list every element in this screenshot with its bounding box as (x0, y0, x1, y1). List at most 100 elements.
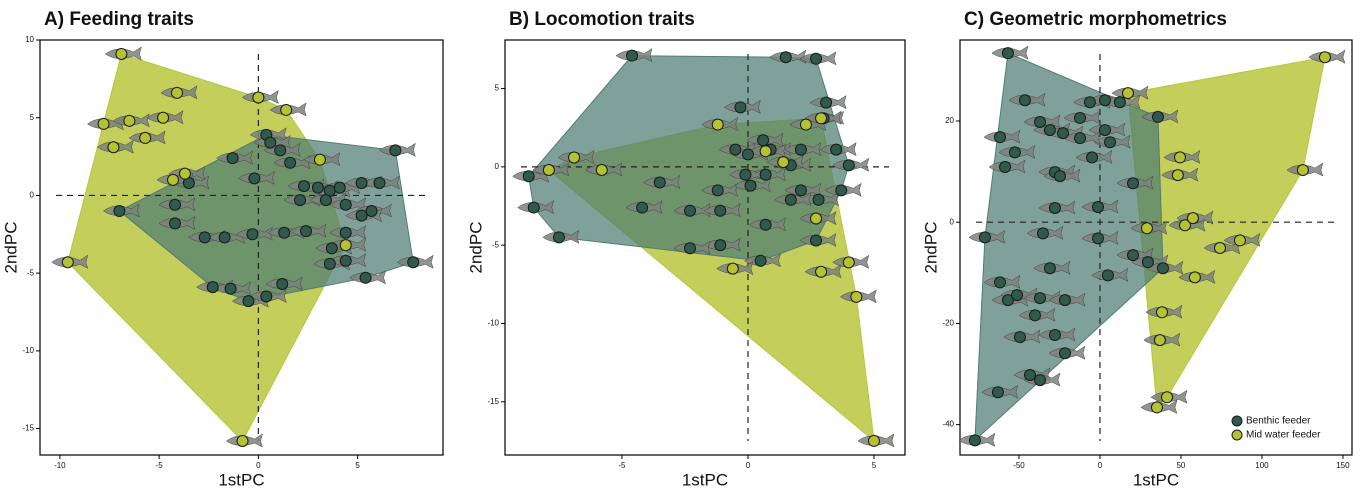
y-tick-label: 5 (30, 113, 35, 122)
point (179, 168, 190, 179)
point (1029, 310, 1040, 321)
y-tick-label: -10 (22, 346, 34, 355)
panel: C) Geometric morphometrics-5005010015020… (921, 9, 1352, 489)
x-tick-label: -5 (618, 461, 626, 470)
point (1122, 88, 1133, 99)
point (277, 279, 288, 290)
point (1075, 112, 1086, 123)
point (1319, 52, 1330, 63)
y-tick-label: 10 (25, 35, 34, 44)
point (285, 157, 296, 168)
legend-swatch (1232, 430, 1242, 440)
figure: A) Feeding traits-10-5051050-5-10-151stP… (0, 0, 1365, 494)
point (340, 255, 351, 266)
point (356, 210, 367, 221)
point (312, 182, 323, 193)
point (249, 173, 260, 184)
y-tick-label: 0 (495, 162, 500, 171)
point (1035, 375, 1046, 386)
point (637, 202, 648, 213)
point (742, 149, 753, 160)
point (1127, 178, 1138, 189)
y-tick-label: 0 (950, 217, 955, 226)
point (821, 97, 832, 108)
point (1009, 147, 1020, 158)
legend-label: Mid water feeder (1246, 430, 1321, 441)
point (1142, 257, 1153, 268)
point (247, 229, 258, 240)
point (740, 169, 751, 180)
point (1000, 162, 1011, 173)
point (1058, 128, 1069, 139)
point (528, 202, 539, 213)
point (1049, 203, 1060, 214)
point (1297, 165, 1308, 176)
x-tick-label: 0 (1098, 461, 1103, 470)
point (326, 243, 337, 254)
point (755, 255, 766, 266)
point (1044, 263, 1055, 274)
point (98, 118, 109, 129)
point (715, 205, 726, 216)
x-axis-label: 1stPC (1133, 470, 1179, 489)
point (390, 145, 401, 156)
x-tick-label: -50 (1013, 461, 1025, 470)
point (334, 182, 345, 193)
point (169, 218, 180, 229)
point (225, 283, 236, 294)
x-tick-label: 0 (746, 461, 751, 470)
point (760, 219, 771, 230)
point (158, 112, 169, 123)
point (1156, 307, 1167, 318)
point (1234, 235, 1245, 246)
point (265, 137, 276, 148)
point (227, 153, 238, 164)
point (795, 144, 806, 155)
point (851, 291, 862, 302)
point (868, 435, 879, 446)
point (654, 177, 665, 188)
point (813, 194, 824, 205)
point (171, 87, 182, 98)
point (811, 235, 822, 246)
point (169, 199, 180, 210)
point (543, 164, 554, 175)
point (969, 435, 980, 446)
point (735, 102, 746, 113)
panel-title: B) Locomotion traits (509, 9, 695, 30)
point (685, 205, 696, 216)
y-tick-label: 0 (30, 191, 35, 200)
point (727, 263, 738, 274)
point (758, 135, 769, 146)
point (1037, 228, 1048, 239)
y-axis-label: 2ndPC (466, 222, 485, 274)
point (1093, 233, 1104, 244)
point (816, 113, 827, 124)
point (1024, 370, 1035, 381)
point (281, 104, 292, 115)
point (1099, 95, 1110, 106)
point (1114, 97, 1125, 108)
point (114, 205, 125, 216)
point (1059, 295, 1070, 306)
point (140, 132, 151, 143)
point (1141, 223, 1152, 234)
x-axis-label: 1stPC (218, 470, 264, 489)
x-tick-label: 5 (872, 461, 877, 470)
point (843, 160, 854, 171)
point (1014, 332, 1025, 343)
y-tick-label: -40 (942, 420, 954, 429)
point (301, 226, 312, 237)
group-hull (975, 53, 1163, 440)
point (324, 258, 335, 269)
point (1214, 243, 1225, 254)
point (1099, 125, 1110, 136)
point (1151, 402, 1162, 413)
point (1127, 250, 1138, 261)
point (569, 152, 580, 163)
point (760, 146, 771, 157)
point (1104, 137, 1115, 148)
point (745, 180, 756, 191)
y-tick-label: -20 (942, 319, 954, 328)
